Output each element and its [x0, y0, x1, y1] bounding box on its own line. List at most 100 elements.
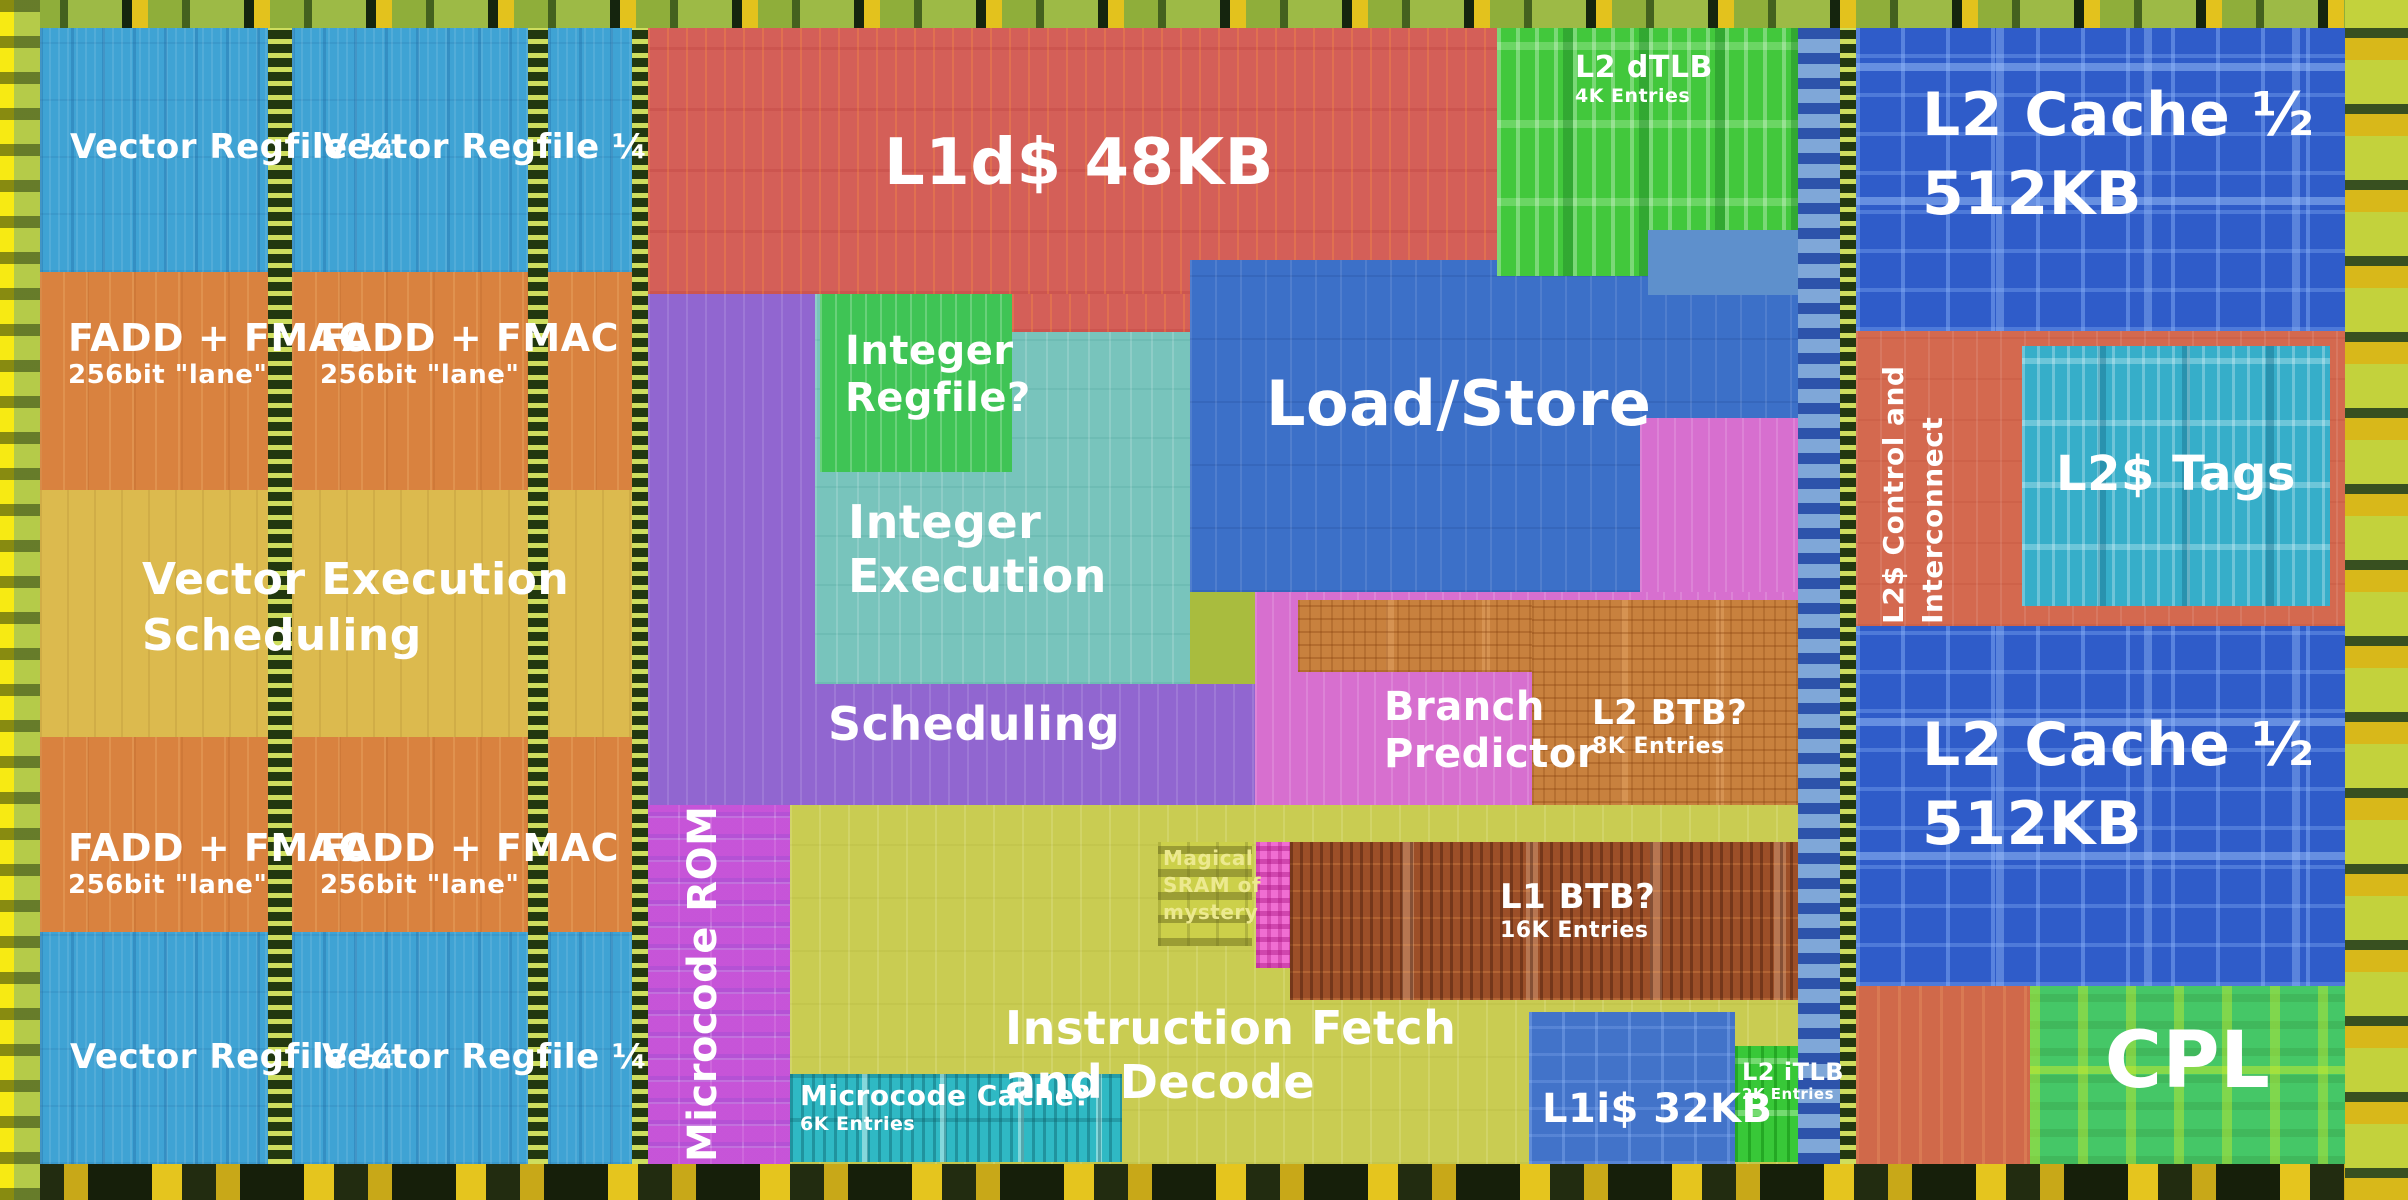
block-l2-cache-bottom [1856, 626, 2345, 986]
fadd-fmac-sub: 256bit "lane" [68, 870, 268, 901]
label-l2-btb: L2 BTB? 8K Entries [1592, 693, 1748, 760]
label-l2-itlb: L2 iTLB 2K Entries [1742, 1058, 1844, 1104]
l2-cache-line2: 512KB [1922, 789, 2142, 860]
interconnect-strip [1798, 28, 1840, 1164]
vector-regfile-array [40, 932, 268, 1164]
vector-unit-column-1 [40, 28, 268, 1164]
label-scheduling: Scheduling [828, 697, 1121, 751]
vector-regfile-array [548, 28, 632, 272]
l2-dtlb-sub: 4K Entries [1575, 85, 1691, 108]
l2-cache-line1: L2 Cache ½ [1922, 80, 2315, 150]
microcode-cache-sub: 6K Entries [800, 1112, 916, 1135]
vector-exec-line2: Scheduling [142, 610, 422, 662]
label-l2-tags: L2$ Tags [2056, 446, 2296, 502]
integer-execution-line1: Integer [848, 495, 1042, 549]
label-l1-btb: L1 BTB? 16K Entries [1500, 877, 1656, 944]
l1-btb-title: L1 BTB? [1500, 877, 1656, 917]
die-edge-right [2345, 0, 2408, 1200]
block-magical-sram [1158, 842, 1252, 946]
fadd-fmac-array [40, 272, 268, 490]
label-l2-dtlb: L2 dTLB 4K Entries [1575, 50, 1713, 107]
vector-unit-column-2 [292, 28, 528, 1164]
fadd-fmac-array [548, 272, 632, 490]
label-load-store: Load/Store [1266, 367, 1652, 440]
vector-regfile-array [40, 28, 268, 272]
microcode-rom-text: Microcode ROM [680, 805, 726, 1162]
label-integer-execution: Integer Execution [848, 495, 1107, 604]
vector-scheduling-array [292, 490, 528, 737]
l2-cache-line1: L2 Cache ½ [1922, 710, 2315, 780]
block-dtlb-notch [1648, 230, 1798, 295]
label-l2-cache-top: L2 Cache ½ 512KB [1922, 76, 2314, 234]
label-microcode-rom: Microcode ROM [680, 805, 727, 1162]
vector-scheduling-array [40, 490, 268, 737]
block-l2-btb [1532, 600, 1798, 842]
fadd-fmac-sub: 256bit "lane" [320, 870, 520, 901]
fadd-fmac-array [292, 272, 528, 490]
l2-control-line1: L2$ Control and [1877, 365, 1910, 624]
label-l1d-cache: L1d$ 48KB [884, 126, 1274, 200]
l2-btb-sub: 8K Entries [1592, 733, 1725, 759]
magical-sram-line2: SRAM of [1163, 873, 1262, 897]
branch-line1: Branch [1384, 684, 1545, 730]
vector-regfile-array [548, 932, 632, 1164]
block-l1d-sliver [1012, 294, 1190, 332]
label-magical-sram: Magical SRAM of mystery [1163, 845, 1261, 926]
vector-scheduling-array [548, 490, 632, 737]
block-microcode-cache [790, 1074, 1122, 1162]
label-fadd-fmac-4: FADD + FMAC 256bit "lane" [320, 826, 619, 901]
die-edge-left [0, 0, 40, 1200]
integer-regfile-line1: Integer [845, 328, 1014, 374]
magical-sram-line3: mystery [1163, 900, 1259, 924]
block-misc-logic [1856, 986, 2030, 1164]
vector-unit-column-3 [548, 28, 632, 1164]
pad-column-divider [1840, 28, 1856, 1164]
label-l1i-cache: L1i$ 32KB [1542, 1086, 1773, 1132]
l2-itlb-sub: 2K Entries [1742, 1085, 1835, 1104]
fadd-fmac-title: FADD + FMAC [68, 826, 367, 870]
label-fadd-fmac-3: FADD + FMAC 256bit "lane" [68, 826, 367, 901]
microcode-cache-title: Microcode Cache? [800, 1079, 1091, 1112]
label-vector-regfile-3: Vector Regfile ¼ [70, 1037, 396, 1077]
block-microcode-rom [648, 805, 790, 1164]
label-microcode-cache: Microcode Cache? 6K Entries [800, 1079, 1091, 1135]
vector-exec-line1: Vector Execution [142, 554, 570, 605]
die-edge-top [0, 0, 2408, 28]
branch-line2: Predictor [1384, 730, 1598, 777]
block-l1-btb [1290, 842, 1798, 1000]
block-scheduling-left [648, 294, 815, 805]
label-vector-regfile-4: Vector Regfile ¼ [322, 1037, 648, 1077]
label-cpl: CPL [2104, 1016, 2271, 1106]
l2-dtlb-title: L2 dTLB [1575, 50, 1713, 85]
l2-cache-line2: 512KB [1922, 159, 2142, 230]
label-l2-cache-bottom: L2 Cache ½ 512KB [1922, 706, 2314, 864]
pad-column-divider [268, 28, 292, 1164]
l1-btb-sub: 16K Entries [1500, 917, 1649, 943]
label-branch-predictor: Branch Predictor [1384, 684, 1597, 778]
label-vector-regfile-1: Vector Regfile ¼ [70, 127, 396, 167]
vector-regfile-array [292, 932, 528, 1164]
label-fadd-fmac-2: FADD + FMAC 256bit "lane" [320, 316, 619, 391]
l2-control-line2: Interconnect [1916, 416, 1950, 624]
block-cpl [2030, 986, 2345, 1164]
die-edge-bottom [0, 1164, 2408, 1200]
label-vector-regfile-2: Vector Regfile ¼ [322, 127, 648, 167]
block-scheduling-band [815, 684, 1290, 805]
integer-execution-line2: Execution [848, 548, 1107, 603]
block-integer-regfile [820, 294, 1012, 472]
label-vector-exec-scheduling: Vector Execution Scheduling [142, 552, 569, 665]
instruction-fetch-line1: Instruction Fetch [1005, 1001, 1457, 1055]
l2-btb-title: L2 BTB? [1592, 693, 1748, 733]
magical-sram-line1: Magical [1163, 846, 1254, 870]
pad-column-divider [632, 28, 648, 1164]
block-l2-cache-top [1856, 28, 2345, 331]
block-l2-tags [2022, 346, 2330, 606]
fadd-fmac-title: FADD + FMAC [320, 316, 619, 360]
label-instruction-fetch-decode: Instruction Fetch and Decode [1005, 1001, 1457, 1110]
pad-column-divider [528, 28, 548, 1164]
fadd-fmac-title: FADD + FMAC [68, 316, 367, 360]
fadd-fmac-title: FADD + FMAC [320, 826, 619, 870]
fadd-fmac-sub: 256bit "lane" [320, 360, 520, 391]
label-l2-control: L2$ Control and Interconnect [1874, 338, 1952, 624]
